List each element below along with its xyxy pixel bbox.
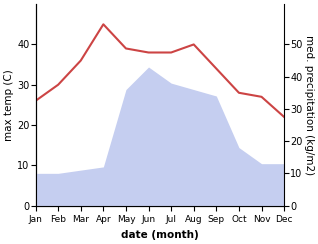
- Y-axis label: max temp (C): max temp (C): [4, 69, 14, 141]
- X-axis label: date (month): date (month): [121, 230, 199, 240]
- Y-axis label: med. precipitation (kg/m2): med. precipitation (kg/m2): [304, 35, 314, 175]
